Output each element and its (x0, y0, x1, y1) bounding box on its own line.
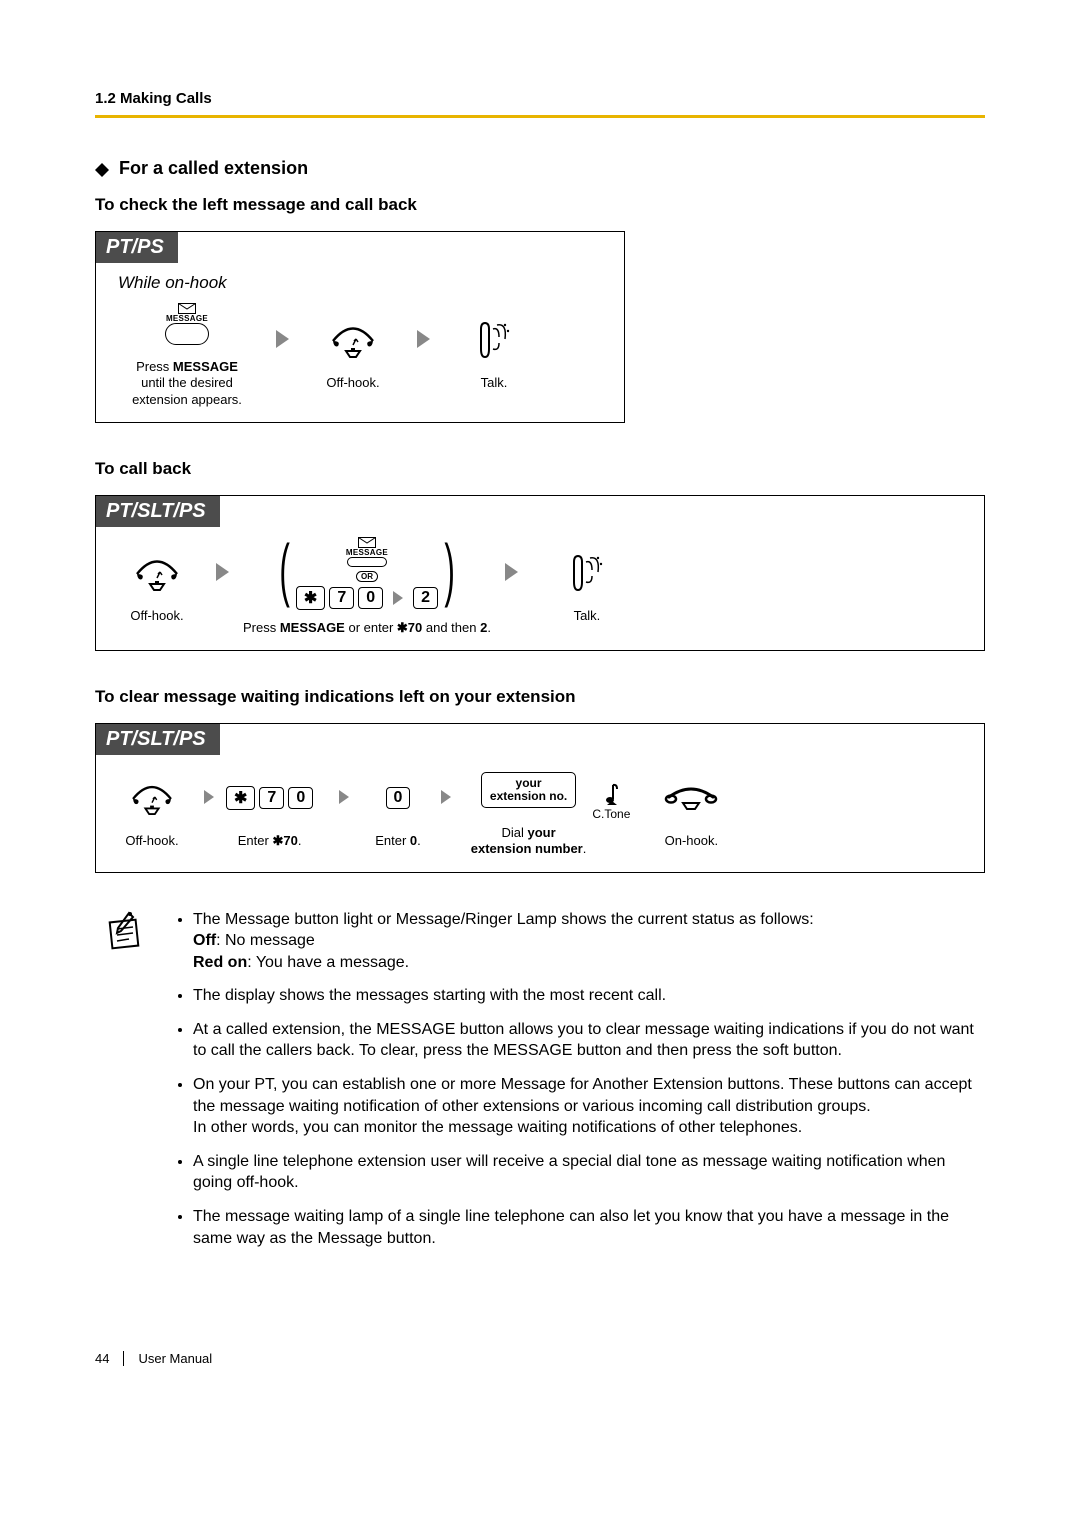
step-caption: Off-hook. (130, 608, 183, 624)
talk-icon (564, 548, 610, 598)
procedure-label-3: PT/SLT/PS (96, 724, 220, 755)
notes-section: The Message button light or Message/Ring… (95, 909, 985, 1262)
left-paren-icon: ( (279, 541, 289, 597)
procedure-title-2: To call back (95, 459, 985, 479)
message-button-icon: MESSAGE (165, 303, 209, 345)
step-caption: Off-hook. (326, 375, 379, 391)
arrow-icon (339, 790, 349, 804)
talk-icon (471, 315, 517, 365)
key-7: 7 (329, 587, 354, 609)
footer-label: User Manual (138, 1351, 212, 1366)
note-item: At a called extension, the MESSAGE butto… (193, 1019, 985, 1062)
note-item: The message waiting lamp of a single lin… (193, 1206, 985, 1249)
note-item: On your PT, you can establish one or mor… (193, 1074, 985, 1139)
procedure-box-2: PT/SLT/PS Off-hook. ( M (95, 495, 985, 651)
footer: 44 User Manual (95, 1351, 985, 1366)
note-item: The display shows the messages starting … (193, 985, 985, 1007)
procedure-box-1: PT/PS While on-hook MESSAGE Press MESSAG… (95, 231, 625, 423)
step-caption: Dial your extension number. (471, 825, 587, 858)
key-star: ✱ (296, 586, 325, 610)
step-caption: Press MESSAGE or enter ✱70 and then 2. (243, 620, 491, 636)
arrow-icon (417, 330, 430, 348)
message-button-icon: MESSAGE (346, 537, 388, 567)
step-caption: Enter ✱70. (238, 833, 302, 849)
key-0: 0 (358, 587, 383, 609)
procedure-label-1: PT/PS (96, 232, 178, 263)
arrow-icon (276, 330, 289, 348)
procedure-label-2: PT/SLT/PS (96, 496, 220, 527)
section-heading-text: For a called extension (119, 158, 308, 179)
message-label: MESSAGE (166, 314, 208, 323)
extension-box: yourextension no. (481, 772, 576, 808)
arrow-icon (216, 563, 229, 581)
header-rule (95, 115, 985, 118)
offhook-icon (128, 773, 176, 823)
header-section: 1.2 Making Calls (95, 90, 985, 107)
procedure-title-3: To clear message waiting indications lef… (95, 687, 985, 707)
arrow-icon (204, 790, 214, 804)
note-item: A single line telephone extension user w… (193, 1151, 985, 1194)
arrow-icon (505, 563, 518, 581)
note-item: The Message button light or Message/Ring… (193, 909, 985, 974)
key-2: 2 (413, 587, 438, 609)
page-number: 44 (95, 1351, 124, 1366)
diamond-icon (95, 156, 109, 170)
step-caption: Talk. (481, 375, 508, 391)
step-caption: Off-hook. (125, 833, 178, 849)
right-paren-icon: ) (444, 541, 454, 597)
arrow-icon (393, 591, 403, 605)
message-key-icon (165, 323, 209, 345)
offhook-icon (328, 315, 378, 365)
procedure-title-1: To check the left message and call back (95, 195, 985, 215)
step-caption: On-hook. (665, 833, 718, 849)
context-line-1: While on-hook (118, 273, 608, 293)
key-star: ✱ (226, 786, 255, 810)
section-heading: For a called extension (95, 158, 985, 179)
arrow-icon (441, 790, 451, 804)
step-caption: Press MESSAGE until the desired extensio… (132, 359, 242, 408)
key-7: 7 (259, 787, 284, 809)
step-caption: Enter 0. (375, 833, 421, 849)
or-pill: OR (356, 571, 378, 582)
offhook-icon (132, 548, 182, 598)
notes-icon (95, 909, 155, 1262)
procedure-box-3: PT/SLT/PS Off-hook. ✱ 7 0 (95, 723, 985, 873)
key-0: 0 (288, 787, 313, 809)
ctone-icon: C.Tone (592, 781, 630, 821)
key-0: 0 (386, 787, 411, 809)
step-caption: Talk. (574, 608, 601, 624)
onhook-icon (663, 773, 719, 823)
